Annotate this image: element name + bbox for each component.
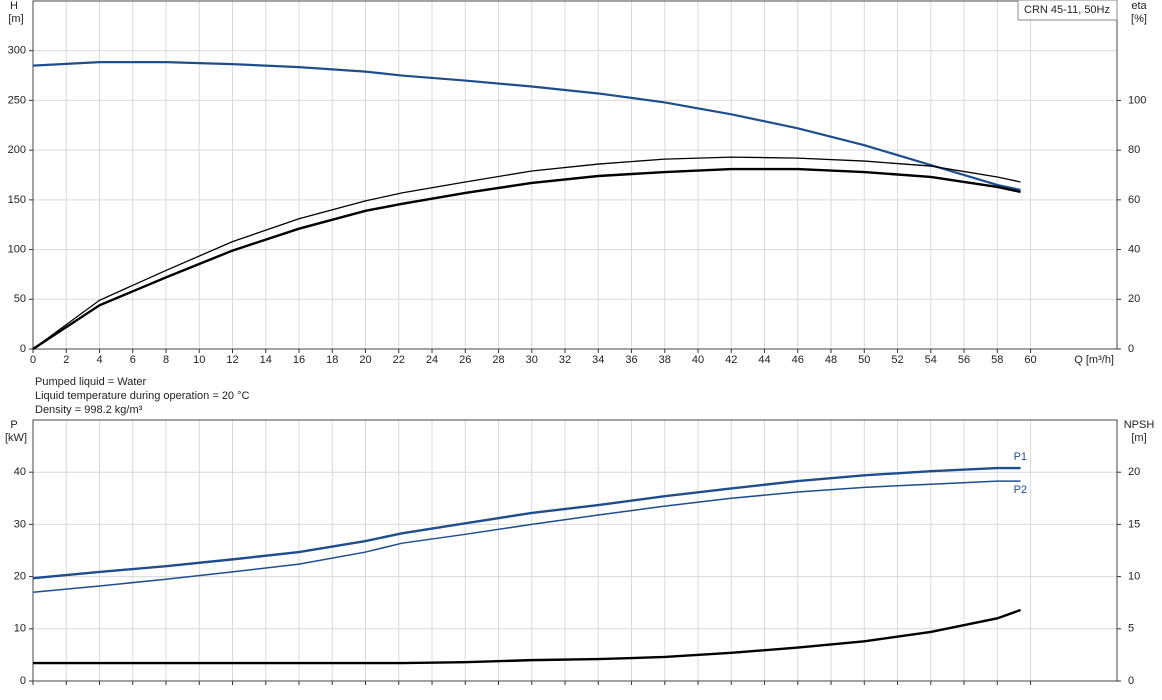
x-tick-label: 52 bbox=[891, 354, 903, 366]
series-label: P1 bbox=[1014, 451, 1027, 463]
y2-axis-label: NPSH bbox=[1124, 419, 1155, 431]
y-tick-label: 200 bbox=[8, 144, 26, 156]
y-tick-label: 10 bbox=[14, 623, 26, 635]
x-axis-label: Q [m³/h] bbox=[1074, 354, 1114, 366]
x-tick-label: 46 bbox=[792, 354, 804, 366]
y2-tick-label: 100 bbox=[1128, 94, 1146, 106]
y2-tick-label: 15 bbox=[1128, 518, 1140, 530]
x-tick-label: 60 bbox=[1024, 354, 1036, 366]
plot-frame bbox=[32, 419, 1118, 682]
x-tick-label: 20 bbox=[359, 354, 371, 366]
x-tick-label: 36 bbox=[625, 354, 637, 366]
info-line: Pumped liquid = Water bbox=[35, 376, 147, 388]
y-tick-label: 300 bbox=[8, 45, 26, 57]
x-tick-label: 26 bbox=[459, 354, 471, 366]
y-tick-label: 100 bbox=[8, 243, 26, 255]
x-tick-label: 50 bbox=[858, 354, 870, 366]
y-tick-label: 0 bbox=[20, 675, 26, 687]
y2-tick-label: 20 bbox=[1128, 293, 1140, 305]
curve bbox=[32, 480, 1021, 594]
x-tick-label: 42 bbox=[725, 354, 737, 366]
x-tick-label: 56 bbox=[958, 354, 970, 366]
title-box bbox=[1017, 0, 1118, 21]
series-label: P2 bbox=[1014, 484, 1027, 496]
x-tick-label: 24 bbox=[426, 354, 438, 366]
x-tick-label: 28 bbox=[492, 354, 504, 366]
y2-tick-label: 0 bbox=[1128, 343, 1134, 355]
x-tick-label: 18 bbox=[326, 354, 338, 366]
x-tick-label: 12 bbox=[226, 354, 238, 366]
x-tick-label: 58 bbox=[991, 354, 1003, 366]
y-tick-label: 40 bbox=[14, 466, 26, 478]
x-tick-label: 22 bbox=[393, 354, 405, 366]
y-tick-label: 30 bbox=[14, 518, 26, 530]
x-tick-label: 10 bbox=[193, 354, 205, 366]
curve bbox=[32, 167, 1021, 351]
x-tick-label: 32 bbox=[559, 354, 571, 366]
y-tick-label: 50 bbox=[14, 293, 26, 305]
x-tick-label: 54 bbox=[925, 354, 937, 366]
info-line: Liquid temperature during operation = 20… bbox=[35, 390, 250, 402]
y2-tick-label: 60 bbox=[1128, 194, 1140, 206]
y2-axis-label: eta bbox=[1131, 0, 1147, 12]
y-tick-label: 20 bbox=[14, 571, 26, 583]
curve bbox=[32, 466, 1021, 580]
y-tick-label: 150 bbox=[8, 194, 26, 206]
y2-tick-label: 40 bbox=[1128, 243, 1140, 255]
x-tick-label: 44 bbox=[758, 354, 770, 366]
y-axis-unit: [m] bbox=[8, 13, 23, 25]
y-tick-label: 0 bbox=[20, 343, 26, 355]
chart-title: CRN 45-11, 50Hz bbox=[1024, 4, 1110, 16]
y-axis-unit: [kW] bbox=[5, 432, 27, 444]
y2-tick-label: 80 bbox=[1128, 144, 1140, 156]
y2-tick-label: 0 bbox=[1128, 675, 1134, 687]
y-axis-label: P bbox=[10, 419, 17, 431]
y2-tick-label: 10 bbox=[1128, 571, 1140, 583]
info-line: Density = 998.2 kg/m³ bbox=[35, 404, 143, 416]
x-tick-label: 8 bbox=[163, 354, 169, 366]
plot-frame bbox=[32, 0, 1118, 350]
x-tick-label: 2 bbox=[63, 354, 69, 366]
curve bbox=[32, 61, 1021, 191]
y2-tick-label: 5 bbox=[1128, 623, 1134, 635]
x-tick-label: 48 bbox=[825, 354, 837, 366]
x-tick-label: 30 bbox=[526, 354, 538, 366]
x-tick-label: 0 bbox=[30, 354, 36, 366]
x-tick-label: 4 bbox=[96, 354, 102, 366]
x-tick-label: 14 bbox=[260, 354, 272, 366]
y2-axis-unit: [%] bbox=[1131, 13, 1147, 25]
y2-axis-unit: [m] bbox=[1131, 432, 1146, 444]
x-tick-label: 40 bbox=[692, 354, 704, 366]
curve bbox=[33, 608, 1021, 665]
curve bbox=[32, 156, 1021, 350]
x-tick-label: 16 bbox=[293, 354, 305, 366]
x-tick-label: 6 bbox=[130, 354, 136, 366]
x-tick-label: 38 bbox=[659, 354, 671, 366]
x-tick-label: 34 bbox=[592, 354, 604, 366]
y-axis-label: H bbox=[10, 0, 18, 12]
y2-tick-label: 20 bbox=[1128, 466, 1140, 478]
y-tick-label: 250 bbox=[8, 94, 26, 106]
